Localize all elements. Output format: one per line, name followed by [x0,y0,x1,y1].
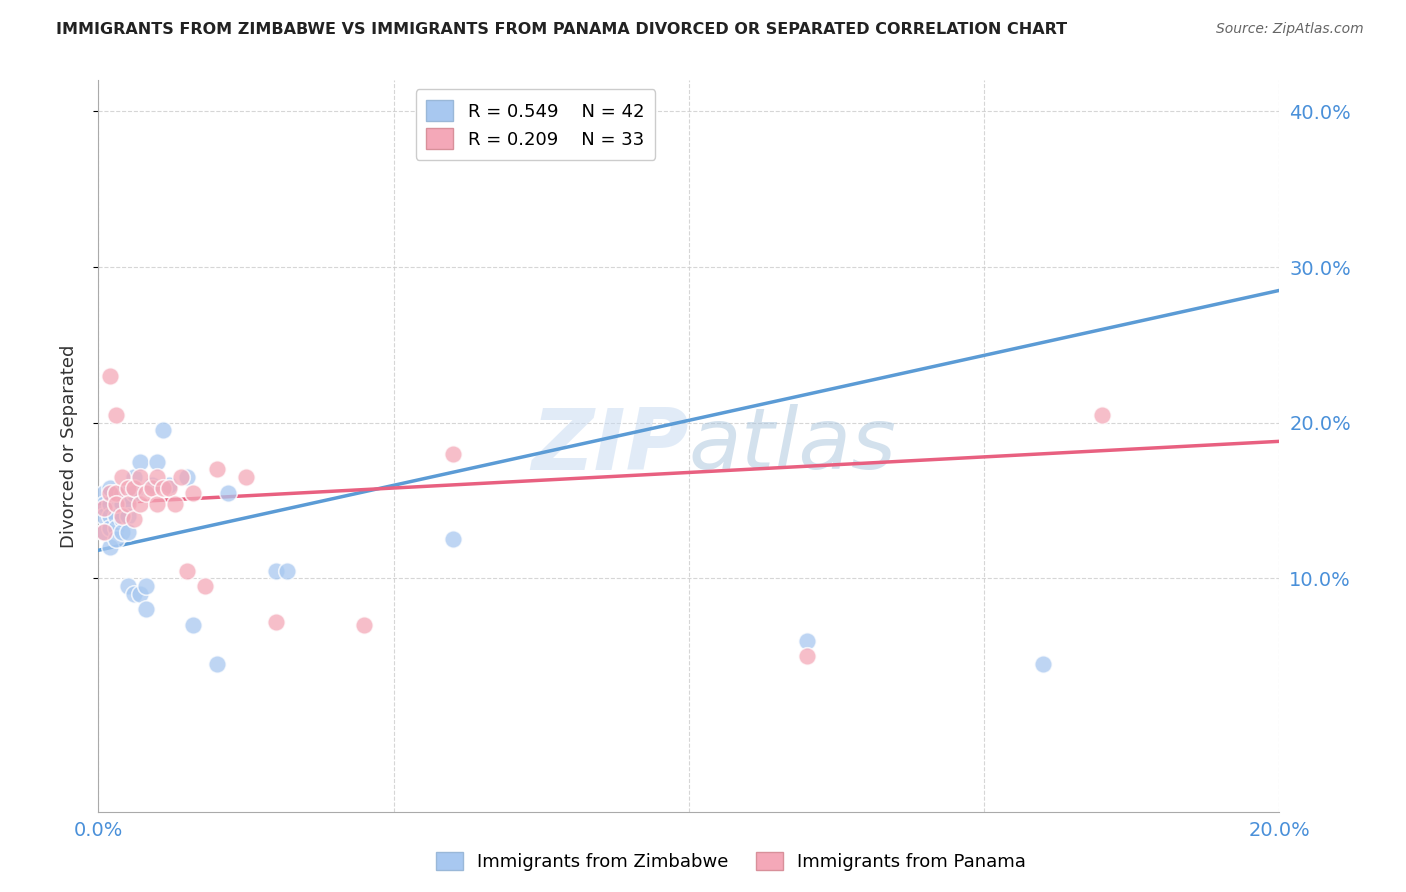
Point [93,497,115,511]
Point [122,512,145,526]
Point [105,533,128,547]
Point [117,497,139,511]
Point [1032,657,1054,671]
Point [122,470,145,484]
Legend: Immigrants from Zimbabwe, Immigrants from Panama: Immigrants from Zimbabwe, Immigrants fro… [429,845,1033,879]
Point [128,470,150,484]
Point [111,524,134,539]
Point [98,485,121,500]
Point [146,497,169,511]
Point [205,657,228,671]
Point [122,587,145,601]
Point [98,481,121,495]
Point [105,497,128,511]
Point [176,564,198,578]
Point [93,509,115,524]
Point [111,509,134,524]
Point [122,481,145,495]
Point [194,579,217,593]
Point [205,462,228,476]
Point [353,618,375,632]
Point [93,485,115,500]
Text: Source: ZipAtlas.com: Source: ZipAtlas.com [1216,22,1364,37]
Point [146,470,169,484]
Point [135,602,157,616]
Point [105,485,128,500]
Point [276,564,298,578]
Point [141,478,163,492]
Point [264,615,287,629]
Point [128,497,150,511]
Point [111,470,134,484]
Point [152,424,174,438]
Text: IMMIGRANTS FROM ZIMBABWE VS IMMIGRANTS FROM PANAMA DIVORCED OR SEPARATED CORRELA: IMMIGRANTS FROM ZIMBABWE VS IMMIGRANTS F… [56,22,1067,37]
Point [264,564,287,578]
Point [117,493,139,508]
Point [93,524,115,539]
Point [135,579,157,593]
Point [165,497,187,511]
Point [111,497,134,511]
Point [111,485,134,500]
Point [217,485,239,500]
Text: atlas: atlas [689,404,897,488]
Point [141,481,163,495]
Point [105,497,128,511]
Point [122,485,145,500]
Point [98,497,121,511]
Point [170,470,193,484]
Point [128,587,150,601]
Point [181,618,204,632]
Point [796,649,818,664]
Point [105,408,128,422]
Point [93,524,115,539]
Point [135,485,157,500]
Point [1091,408,1114,422]
Point [98,368,121,383]
Point [93,501,115,516]
Point [117,524,139,539]
Point [157,481,180,495]
Legend: R = 0.549    N = 42, R = 0.209    N = 33: R = 0.549 N = 42, R = 0.209 N = 33 [416,89,655,160]
Point [98,540,121,554]
Point [98,521,121,535]
Point [441,447,464,461]
Point [146,454,169,468]
Point [98,509,121,524]
Point [105,521,128,535]
Point [117,481,139,495]
Point [441,533,464,547]
Point [796,633,818,648]
Point [152,481,174,495]
Point [235,470,257,484]
Point [181,485,204,500]
Point [105,485,128,500]
Point [157,478,180,492]
Text: ZIP: ZIP [531,404,689,488]
Point [111,512,134,526]
Point [117,579,139,593]
Y-axis label: Divorced or Separated: Divorced or Separated [59,344,77,548]
Point [117,509,139,524]
Point [128,454,150,468]
Point [176,470,198,484]
Point [105,509,128,524]
